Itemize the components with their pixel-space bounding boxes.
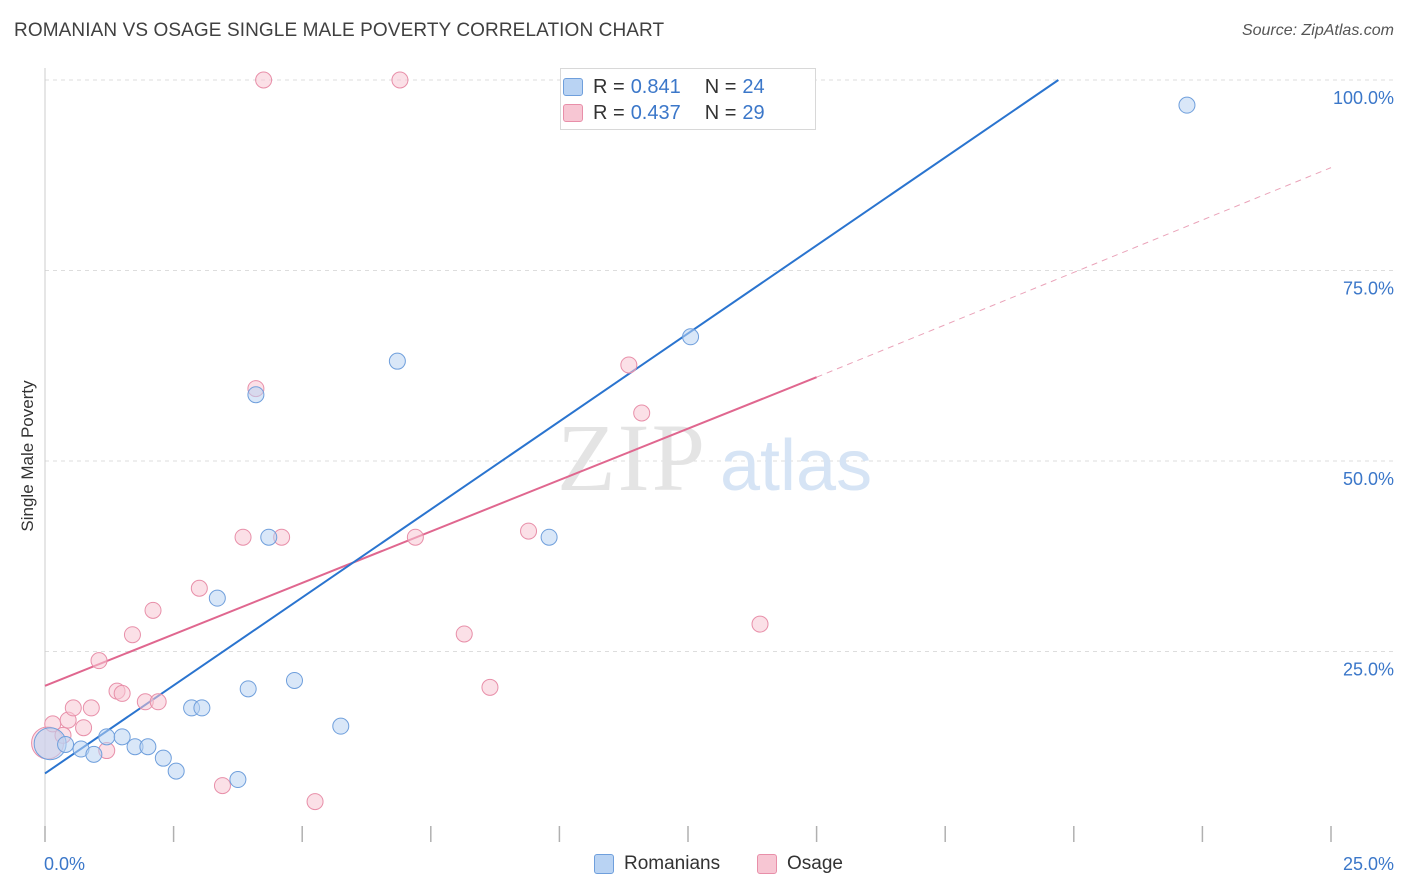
n-value: 24: [742, 75, 765, 98]
osage-point: [255, 71, 273, 89]
n-label: N =: [704, 101, 737, 124]
osage-point: [481, 678, 499, 696]
osage-point: [190, 579, 208, 597]
n-label: N =: [704, 75, 737, 98]
data-points: [31, 71, 1196, 811]
tick-labels: 25.0% 50.0% 75.0% 100.0% 0.0% 25.0%: [44, 88, 1394, 874]
romanians-swatch: [563, 78, 583, 96]
osage-trendline: [44, 376, 817, 687]
romanians-point: [98, 728, 116, 746]
romanians-point: [239, 680, 257, 698]
romanians-point: [1178, 96, 1196, 114]
osage-point: [113, 684, 131, 702]
chart-title: ROMANIAN VS OSAGE SINGLE MALE POVERTY CO…: [14, 20, 665, 41]
y-tick-label: 25.0%: [1343, 660, 1394, 680]
osage-point: [234, 528, 252, 546]
romanians-point: [540, 528, 558, 546]
osage-point: [306, 793, 324, 811]
source-label: Source: ZipAtlas.com: [1241, 22, 1394, 39]
legend-row-osage: R = 0.437 N = 29: [563, 100, 765, 126]
x-tick-label-max: 25.0%: [1343, 854, 1394, 874]
romanians-point: [139, 738, 157, 756]
osage-point: [520, 522, 538, 540]
r-value: 0.437: [630, 101, 681, 124]
osage-point: [213, 777, 231, 795]
r-label: R =: [593, 75, 625, 98]
osage-point: [82, 699, 100, 717]
grid-lines: [45, 79, 1395, 652]
osage-trendline-extension: [816, 167, 1332, 378]
correlation-legend: R = 0.841 N = 24 R = 0.437 N = 29: [560, 68, 816, 130]
osage-point: [633, 404, 651, 422]
axes: [44, 68, 1332, 842]
romanians-point: [332, 717, 350, 735]
osage-point: [751, 615, 769, 633]
osage-point: [149, 693, 167, 711]
romanians-point: [167, 762, 185, 780]
osage-swatch: [563, 104, 583, 122]
bottom-legend-osage: Osage: [757, 852, 843, 876]
trend-lines: [44, 79, 1332, 775]
romanians-point: [113, 728, 131, 746]
osage-point: [391, 71, 409, 89]
osage-point: [144, 601, 162, 619]
legend-row-romanians: R = 0.841 N = 24: [563, 74, 765, 100]
romanians-point: [388, 352, 406, 370]
y-tick-label: 50.0%: [1343, 469, 1394, 489]
romanians-point: [260, 528, 278, 546]
romanians-point: [193, 699, 211, 717]
osage-point: [64, 699, 82, 717]
osage-point: [90, 652, 108, 670]
n-value: 29: [742, 101, 765, 124]
romanians-point: [285, 671, 303, 689]
romanians-point: [154, 749, 172, 767]
romanians-legend-swatch: [594, 854, 614, 874]
osage-point: [406, 528, 424, 546]
watermark: ZIP atlas: [557, 404, 872, 511]
romanians-point: [208, 589, 226, 607]
y-tick-label: 100.0%: [1333, 88, 1394, 108]
osage-point: [620, 356, 638, 374]
r-value: 0.841: [630, 75, 681, 98]
bottom-legend-romanians: Romanians: [594, 852, 720, 876]
romanians-point: [682, 328, 700, 346]
osage-point: [75, 719, 93, 737]
romanians-trendline: [44, 79, 1059, 775]
osage-legend-label: Osage: [787, 853, 843, 874]
osage-point: [455, 625, 473, 643]
watermark-zip: ZIP: [557, 404, 707, 511]
romanians-point: [57, 735, 75, 753]
r-label: R =: [593, 101, 625, 124]
romanians-point: [247, 386, 265, 404]
osage-legend-swatch: [757, 854, 777, 874]
romanians-legend-label: Romanians: [624, 853, 721, 874]
watermark-atlas: atlas: [720, 426, 872, 506]
romanians-point: [229, 771, 247, 789]
y-tick-label: 75.0%: [1343, 279, 1394, 299]
x-tick-label-min: 0.0%: [44, 854, 85, 874]
romanians-point: [85, 745, 103, 763]
osage-point: [123, 626, 141, 644]
